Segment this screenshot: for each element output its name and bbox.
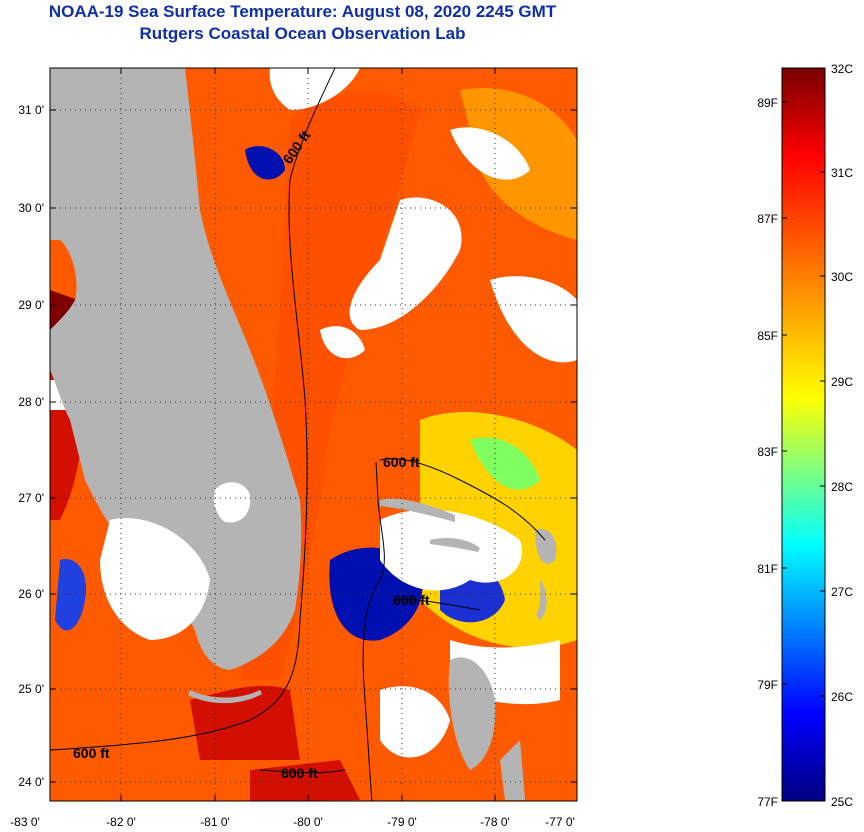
contour-label: 600 ft [393,592,430,608]
lat-label: 24 0' [18,775,44,789]
colorbar-label-celsius: 30C [831,270,853,284]
lake-okeechobee [213,482,251,523]
cloud-cover [490,276,577,363]
lat-label: 28 0' [18,395,44,409]
colorbar-label-celsius: 32C [831,62,853,76]
colorbar-label-fahrenheit: 77F [757,795,778,809]
bahamas-exuma [500,740,525,800]
colorbar-label-fahrenheit: 79F [757,678,778,692]
lon-label: -77 0' [545,815,575,829]
cold-water-patch [245,146,285,180]
colorbar-label-celsius: 27C [831,585,853,599]
lon-labels: -83 0' -82 0' -81 0' -80 0' -79 0' -78 0… [10,815,575,829]
lon-label: -81 0' [200,815,230,829]
lat-label: 27 0' [18,491,44,505]
map-title: NOAA-19 Sea Surface Temperature: August … [48,2,557,21]
bahamas-grand-bahama [380,498,455,522]
colorbar-label-celsius: 31C [831,166,853,180]
lon-label: -83 0' [10,815,40,829]
colorbar-label-celsius: 26C [831,690,853,704]
cloud-cover [100,518,210,640]
graticule [50,68,577,801]
lon-label: -80 0' [293,815,323,829]
bahamas-andros [448,657,496,770]
cold-water-patch [55,559,86,631]
colorbar-gradient [781,67,826,802]
isobath-600ft [379,458,546,541]
cloud-cover [380,686,450,758]
florida-keys [188,690,262,704]
colorbar-label-fahrenheit: 83F [757,445,778,459]
colorbar-label-celsius: 25C [831,795,853,809]
sst-image [50,68,577,801]
cloud-cover [450,127,530,180]
isobath-600ft [394,599,481,611]
colorbar-label-celsius: 29C [831,375,853,389]
colorbar-label-fahrenheit: 81F [757,562,778,576]
axis-ticks [49,68,578,801]
hot-water-south [250,760,360,801]
bahamas-berry [430,537,480,552]
isobath-600ft [362,461,385,801]
cool-water-patch [470,437,540,490]
cloud-cover [349,197,462,330]
lon-label: -78 0' [480,815,510,829]
contour-label: 600 ft [281,765,318,781]
cloud-cover [380,509,522,591]
lat-label: 25 0' [18,682,44,696]
map-subtitle: Rutgers Coastal Ocean Observation Lab [139,24,466,43]
lat-label: 31 0' [18,103,44,117]
lat-label: 26 0' [18,587,44,601]
cloud-cover [320,326,365,359]
map-frame [49,67,578,802]
cloud-cover [269,68,360,110]
contour-label: 600 ft [73,745,110,761]
lat-label: 29 0' [18,298,44,312]
colorbar-label-celsius: 28C [831,480,853,494]
colorbar: 32C 31C 30C 29C 28C 27C 26C 25C 89F 87F … [757,62,853,809]
lat-label: 30 0' [18,201,44,215]
contour-label: 600 ft [383,454,420,470]
bahamas-eleuthera [536,580,547,620]
lon-label: -79 0' [387,815,417,829]
isobath-600ft [259,769,346,774]
bahamas-abaco [535,529,557,564]
lat-labels: 31 0' 30 0' 29 0' 28 0' 27 0' 26 0' 25 0… [18,103,44,789]
lon-label: -82 0' [106,815,136,829]
colorbar-label-fahrenheit: 89F [757,96,778,110]
isobath-600ft [50,68,336,751]
colorbar-label-fahrenheit: 85F [757,329,778,343]
colorbar-label-fahrenheit: 87F [757,212,778,226]
